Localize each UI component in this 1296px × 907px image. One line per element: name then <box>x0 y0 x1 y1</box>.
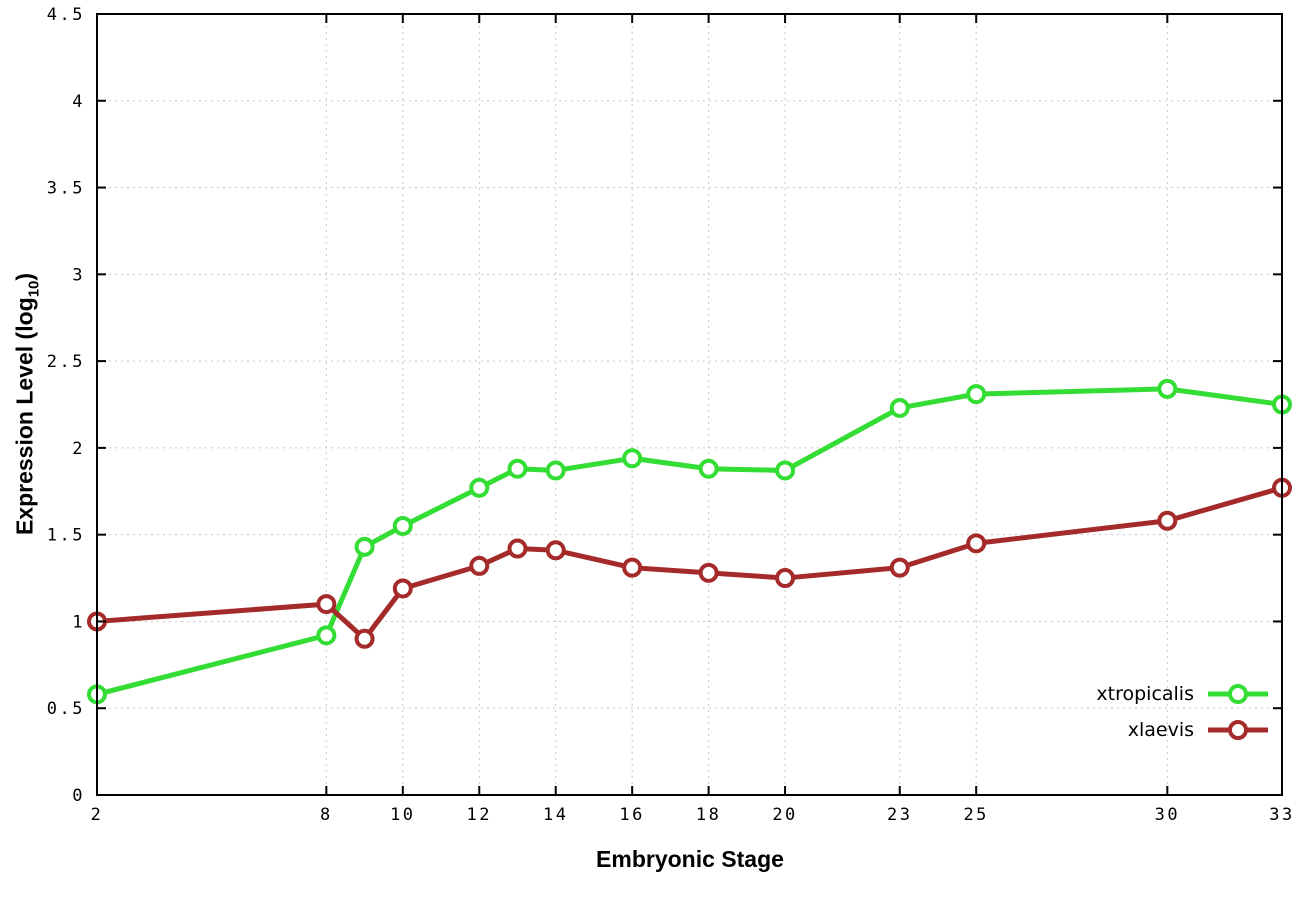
y-axis-label: Expression Level (log10) <box>12 273 43 535</box>
y-axis-label-end: ) <box>11 272 38 281</box>
data-point-xlaevis <box>316 594 337 615</box>
data-point-xtropicalis <box>469 477 490 498</box>
x-tick-label: 23 <box>887 805 912 825</box>
y-tick-label: 4 <box>72 92 85 112</box>
data-point-xtropicalis <box>622 448 643 469</box>
data-point-xtropicalis <box>507 458 528 479</box>
legend-sample-icon <box>1208 684 1268 704</box>
data-point-xlaevis <box>1157 510 1178 531</box>
y-tick-label: 3 <box>72 265 85 285</box>
y-tick-label: 2 <box>72 439 85 459</box>
data-point-xlaevis <box>966 533 987 554</box>
x-tick-label: 33 <box>1269 805 1294 825</box>
data-point-xlaevis <box>622 557 643 578</box>
data-point-xlaevis <box>507 538 528 559</box>
data-point-xlaevis <box>392 578 413 599</box>
y-tick-label: 2.5 <box>47 352 85 372</box>
data-point-xtropicalis <box>545 460 566 481</box>
y-tick-label: 0.5 <box>47 699 85 719</box>
data-point-xlaevis <box>775 568 796 589</box>
data-point-xlaevis <box>889 557 910 578</box>
y-tick-label: 3.5 <box>47 179 85 199</box>
x-tick-label: 8 <box>320 805 333 825</box>
data-point-xtropicalis <box>889 397 910 418</box>
data-point-xtropicalis <box>316 625 337 646</box>
legend-entry-xtropicalis: xtropicalis <box>1096 678 1270 710</box>
x-tick-label: 20 <box>772 805 797 825</box>
x-tick-label: 30 <box>1155 805 1180 825</box>
x-tick-label: 12 <box>467 805 492 825</box>
x-tick-label: 14 <box>543 805 568 825</box>
legend-label: xlaevis <box>1127 719 1194 741</box>
legend-entry-xlaevis: xlaevis <box>1096 714 1270 746</box>
series-line-xtropicalis <box>94 386 1285 697</box>
y-axis-label-sub: 10 <box>25 280 43 298</box>
data-point-xtropicalis <box>698 458 719 479</box>
data-point-xtropicalis <box>775 460 796 481</box>
x-tick-label: 16 <box>619 805 644 825</box>
data-point-xlaevis <box>545 540 566 561</box>
data-point-xtropicalis <box>354 536 375 557</box>
x-tick-label: 25 <box>963 805 988 825</box>
y-tick-label: 1.5 <box>47 526 85 546</box>
legend-label: xtropicalis <box>1096 683 1194 705</box>
data-point-xtropicalis <box>966 384 987 405</box>
y-tick-label: 0 <box>72 786 85 806</box>
series-line-xlaevis <box>94 485 1285 642</box>
data-point-xtropicalis <box>1157 378 1178 399</box>
x-tick-label: 18 <box>696 805 721 825</box>
x-tick-label: 10 <box>390 805 415 825</box>
legend-sample-icon <box>1208 720 1268 740</box>
y-axis-label-main: Expression Level (log <box>11 297 38 536</box>
plot-border <box>96 13 1283 796</box>
data-point-xlaevis <box>469 555 490 576</box>
x-tick-label: 2 <box>91 805 104 825</box>
legend: xtropicalis xlaevis <box>1096 678 1270 746</box>
y-tick-label: 1 <box>72 612 85 632</box>
data-point-xlaevis <box>698 562 719 583</box>
data-point-xtropicalis <box>392 515 413 536</box>
x-axis-label: Embryonic Stage <box>596 846 784 872</box>
y-tick-label: 4.5 <box>47 5 85 25</box>
data-point-xlaevis <box>354 628 375 649</box>
